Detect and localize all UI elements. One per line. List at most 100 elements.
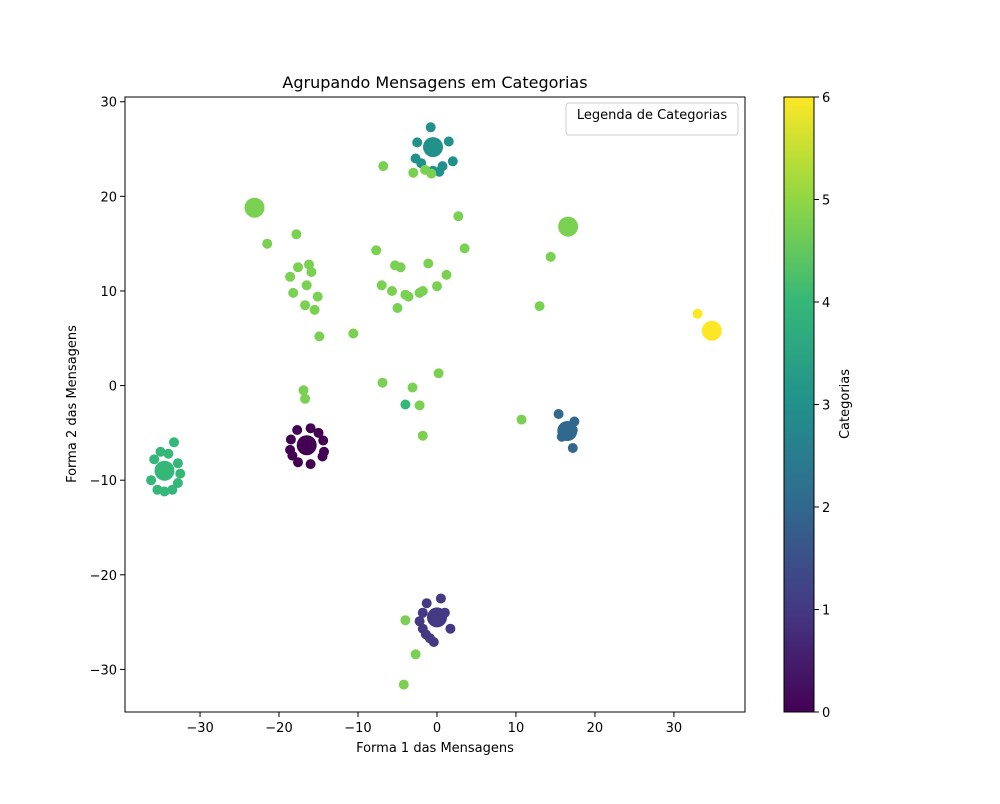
y-axis-label: Forma 2 das Mensagens bbox=[65, 325, 80, 483]
data-point bbox=[292, 425, 303, 435]
data-point bbox=[558, 216, 579, 237]
y-tick-label: −20 bbox=[90, 569, 117, 584]
chart-title: Agrupando Mensagens em Categorias bbox=[282, 73, 587, 92]
data-point bbox=[313, 427, 324, 438]
data-point bbox=[167, 484, 178, 495]
data-point bbox=[414, 400, 425, 411]
x-tick-label: 10 bbox=[508, 721, 525, 736]
data-point bbox=[300, 300, 311, 311]
data-point bbox=[306, 267, 317, 277]
y-axis-ticks: −30 −20 −10 0 10 20 30 bbox=[90, 96, 125, 678]
data-point bbox=[348, 328, 359, 339]
data-point bbox=[304, 259, 314, 270]
data-point bbox=[534, 301, 545, 312]
x-tick-label: 20 bbox=[587, 721, 604, 736]
data-point bbox=[152, 484, 163, 495]
data-point bbox=[567, 425, 578, 435]
data-point bbox=[433, 368, 444, 379]
data-point bbox=[443, 136, 454, 147]
data-point bbox=[567, 443, 578, 453]
data-point bbox=[392, 303, 403, 313]
data-point bbox=[426, 168, 437, 179]
x-axis-label: Forma 1 das Mensagens bbox=[356, 741, 514, 756]
data-point bbox=[300, 393, 311, 404]
data-point bbox=[293, 262, 303, 273]
data-point bbox=[403, 291, 414, 302]
data-point bbox=[378, 161, 389, 172]
x-axis-ticks: −30 −20 −10 0 10 20 30 bbox=[186, 712, 682, 736]
colorbar-tick-label: 1 bbox=[822, 604, 830, 619]
data-point bbox=[701, 320, 722, 341]
data-point bbox=[298, 385, 309, 396]
data-point bbox=[516, 414, 527, 425]
legend-title: Legenda de Categorias bbox=[577, 108, 728, 123]
data-point bbox=[445, 623, 456, 634]
data-point bbox=[398, 679, 409, 690]
data-point bbox=[244, 197, 265, 218]
data-point bbox=[417, 430, 428, 441]
data-point bbox=[421, 598, 432, 609]
data-point bbox=[410, 649, 421, 660]
data-point bbox=[305, 459, 316, 470]
data-point bbox=[428, 637, 439, 647]
data-point bbox=[296, 435, 317, 456]
data-point bbox=[407, 382, 418, 393]
data-point bbox=[400, 399, 411, 410]
colorbar-ticks: 0 1 2 3 4 5 6 bbox=[814, 91, 830, 721]
data-point bbox=[408, 167, 419, 178]
data-point bbox=[371, 245, 382, 256]
data-point bbox=[376, 280, 387, 291]
data-point bbox=[175, 468, 186, 479]
data-point bbox=[692, 308, 703, 319]
data-point bbox=[293, 457, 303, 468]
legend: Legenda de Categorias bbox=[565, 102, 739, 136]
data-point bbox=[314, 331, 325, 342]
data-point bbox=[172, 458, 183, 469]
colorbar-tick-label: 2 bbox=[822, 501, 830, 516]
x-tick-label: 30 bbox=[666, 721, 683, 736]
data-point bbox=[423, 137, 443, 158]
x-tick-label: −20 bbox=[265, 721, 292, 736]
data-point bbox=[417, 607, 428, 618]
data-point bbox=[309, 304, 320, 315]
y-tick-label: 20 bbox=[100, 190, 117, 205]
data-point bbox=[154, 460, 175, 481]
data-point bbox=[459, 243, 470, 254]
data-point bbox=[553, 409, 564, 419]
data-point bbox=[395, 262, 406, 273]
y-tick-label: 0 bbox=[109, 380, 117, 395]
data-point bbox=[439, 607, 450, 618]
data-point bbox=[435, 593, 446, 604]
data-point bbox=[414, 616, 425, 627]
data-point bbox=[441, 269, 452, 280]
data-point bbox=[301, 280, 312, 291]
y-tick-label: −30 bbox=[90, 663, 117, 678]
data-point bbox=[146, 475, 157, 486]
data-point bbox=[425, 122, 436, 133]
data-point bbox=[545, 251, 556, 262]
colorbar-gradient bbox=[783, 96, 815, 713]
plot-area-frame bbox=[124, 96, 746, 713]
data-point bbox=[288, 287, 299, 298]
data-point bbox=[432, 281, 442, 292]
data-point bbox=[453, 211, 464, 222]
data-point bbox=[172, 478, 183, 488]
data-point bbox=[317, 451, 328, 462]
points-layer bbox=[146, 122, 722, 690]
colorbar-tick-label: 0 bbox=[822, 706, 830, 721]
data-point bbox=[423, 258, 434, 269]
y-tick-label: −10 bbox=[90, 474, 117, 489]
data-point bbox=[285, 434, 296, 445]
y-tick-label: 10 bbox=[100, 285, 117, 300]
x-tick-label: −10 bbox=[344, 721, 371, 736]
colorbar-tick-label: 5 bbox=[822, 194, 830, 209]
data-point bbox=[560, 429, 571, 440]
colorbar-tick-label: 6 bbox=[822, 91, 830, 106]
colorbar-tick-label: 4 bbox=[822, 296, 830, 311]
data-point bbox=[169, 437, 179, 448]
data-point bbox=[417, 286, 428, 296]
data-point bbox=[305, 423, 316, 434]
data-point bbox=[569, 416, 580, 427]
data-point bbox=[318, 435, 329, 446]
